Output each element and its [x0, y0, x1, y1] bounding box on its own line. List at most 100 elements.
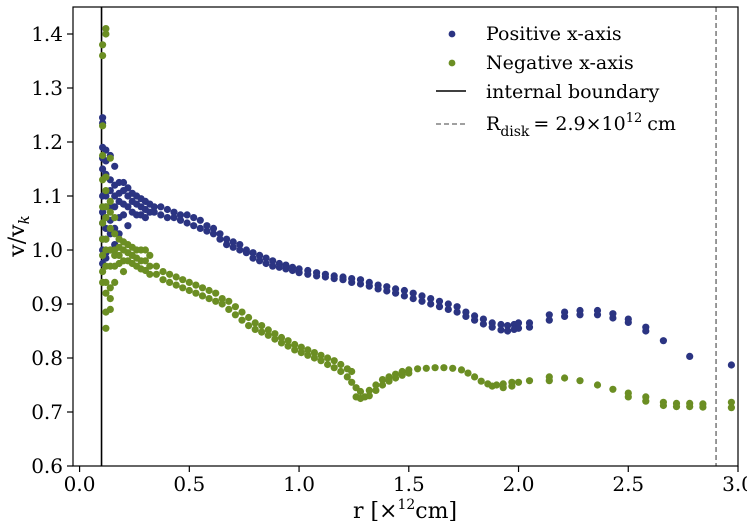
point-negative: [152, 262, 160, 270]
point-positive: [453, 308, 461, 316]
y-tick-label: 1.0: [31, 238, 63, 262]
point-negative: [166, 270, 174, 278]
point-positive: [339, 276, 347, 284]
point-negative: [624, 393, 632, 401]
point-positive: [111, 203, 119, 211]
point-positive: [727, 361, 736, 369]
point-negative: [576, 377, 584, 385]
x-axis-label-main: r [×: [353, 499, 398, 524]
point-negative: [284, 342, 292, 350]
series-positive: [99, 114, 736, 369]
point-positive: [124, 184, 132, 192]
x-tick-label: 0.5: [173, 472, 205, 496]
point-negative: [251, 319, 259, 327]
point-positive: [157, 211, 165, 219]
point-positive: [514, 319, 523, 327]
point-negative: [185, 278, 193, 286]
point-negative: [464, 369, 472, 377]
point-positive: [275, 263, 283, 271]
plot-frame: [72, 6, 739, 467]
point-negative: [672, 403, 681, 411]
point-positive: [119, 211, 128, 219]
point-positive: [435, 297, 444, 305]
point-positive: [236, 241, 244, 249]
legend: Positive x-axis Negative x-axis internal…: [436, 23, 676, 140]
point-negative: [245, 322, 253, 330]
point-positive: [545, 311, 553, 319]
point-positive: [269, 257, 277, 265]
point-positive: [99, 165, 107, 173]
point-positive: [209, 230, 218, 238]
point-negative: [291, 346, 299, 354]
point-negative: [102, 187, 110, 195]
x-axis-label: r [×12cm]: [353, 497, 457, 524]
point-negative: [449, 364, 457, 372]
point-positive: [196, 224, 204, 232]
point-negative: [225, 305, 233, 313]
point-negative: [310, 349, 318, 357]
point-positive: [321, 273, 329, 281]
point-positive: [216, 235, 224, 243]
point-negative: [102, 278, 110, 286]
point-positive: [223, 241, 231, 249]
point-negative: [192, 289, 200, 297]
point-negative: [493, 381, 501, 389]
point-negative: [146, 262, 154, 270]
point-negative: [609, 385, 617, 393]
series-negative: [99, 25, 736, 412]
point-negative: [525, 377, 534, 385]
x-tick-label: 2.5: [612, 472, 644, 496]
point-negative: [102, 25, 110, 33]
point-negative: [337, 360, 345, 369]
point-positive: [223, 235, 231, 243]
point-negative: [111, 230, 119, 238]
point-positive: [163, 205, 171, 214]
point-negative: [297, 343, 305, 351]
y-tick-label: 1.1: [31, 184, 63, 208]
point-positive: [427, 295, 435, 303]
point-negative: [99, 219, 107, 227]
point-positive: [256, 257, 264, 265]
point-positive: [141, 214, 149, 222]
point-negative: [431, 364, 439, 372]
point-negative: [324, 360, 332, 369]
point-negative: [348, 367, 356, 376]
y-tick-label: 0.6: [31, 454, 63, 478]
point-positive: [163, 214, 171, 222]
point-positive: [170, 208, 178, 216]
point-negative: [106, 305, 114, 313]
point-positive: [262, 259, 270, 268]
point-positive: [124, 222, 132, 230]
point-negative: [102, 173, 110, 181]
point-negative: [642, 397, 650, 405]
x-tick-label: 1.0: [283, 472, 315, 496]
point-negative: [337, 367, 345, 376]
point-positive: [216, 230, 224, 238]
point-negative: [205, 286, 213, 295]
point-positive: [111, 162, 119, 170]
point-negative: [238, 308, 246, 316]
point-negative: [212, 297, 220, 305]
point-positive: [249, 249, 257, 257]
point-negative: [238, 316, 246, 324]
point-positive: [392, 289, 400, 297]
point-positive: [119, 178, 128, 187]
point-positive: [242, 249, 250, 257]
point-positive: [330, 275, 338, 283]
point-negative: [172, 273, 180, 281]
x-axis-label-exponent: 12: [397, 497, 415, 513]
point-negative: [192, 281, 200, 289]
point-negative: [218, 295, 226, 303]
point-positive: [203, 222, 211, 230]
point-negative: [330, 364, 338, 372]
point-negative: [218, 300, 226, 308]
point-positive: [444, 300, 452, 308]
point-negative: [159, 276, 167, 284]
y-tick-label: 0.8: [31, 346, 63, 370]
point-positive: [209, 224, 218, 232]
point-positive: [374, 285, 382, 293]
point-negative: [99, 151, 107, 160]
point-negative: [593, 381, 602, 389]
axis-ticks: 0.0 0.5 1.0 1.5 2.0 2.5 3.0 0.6 0.7 0.8 0.9 1.0 1.1 1…: [31, 22, 747, 496]
